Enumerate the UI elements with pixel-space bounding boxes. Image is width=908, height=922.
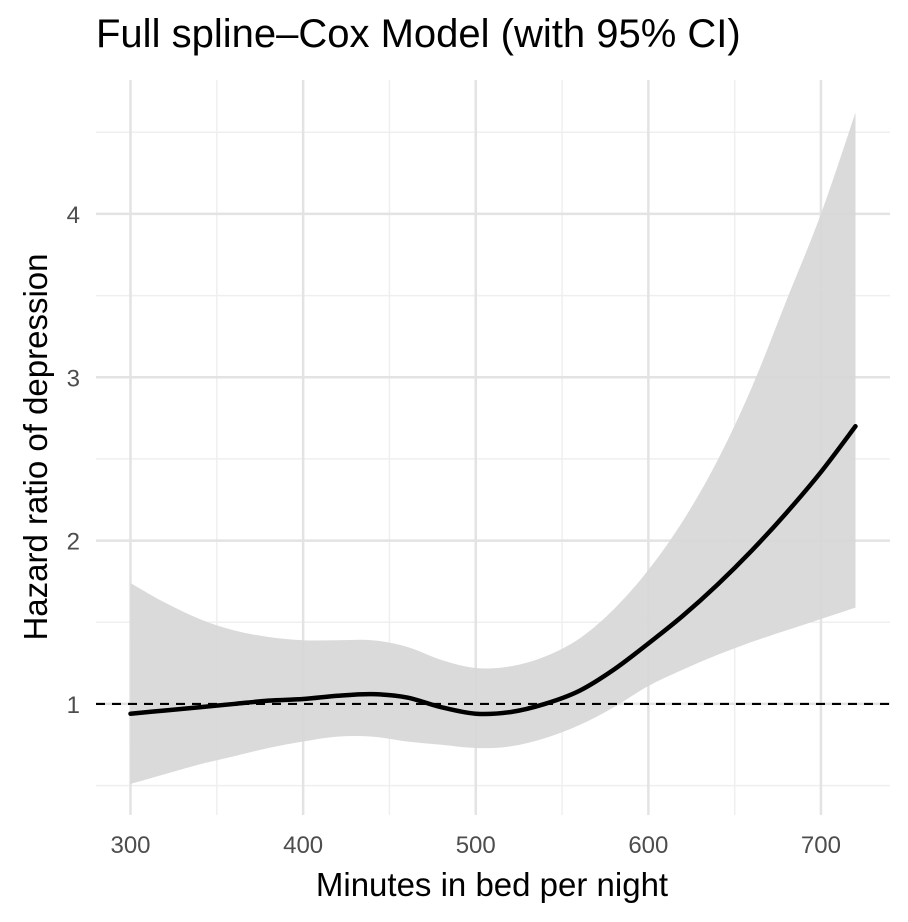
x-tick-label: 500 xyxy=(456,832,496,859)
y-tick-label: 3 xyxy=(67,365,80,392)
confidence-band xyxy=(130,112,856,784)
x-tick-label: 600 xyxy=(628,832,668,859)
x-axis-label: Minutes in bed per night xyxy=(315,866,669,903)
x-tick-label: 400 xyxy=(283,832,323,859)
x-tick-label: 700 xyxy=(801,832,841,859)
y-tick-label: 2 xyxy=(67,529,80,556)
y-tick-label: 1 xyxy=(67,692,80,719)
chart-title: Full spline–Cox Model (with 95% CI) xyxy=(96,12,741,56)
x-tick-label: 300 xyxy=(110,832,150,859)
y-tick-label: 4 xyxy=(67,202,80,229)
hazard-ratio-line xyxy=(128,424,858,717)
